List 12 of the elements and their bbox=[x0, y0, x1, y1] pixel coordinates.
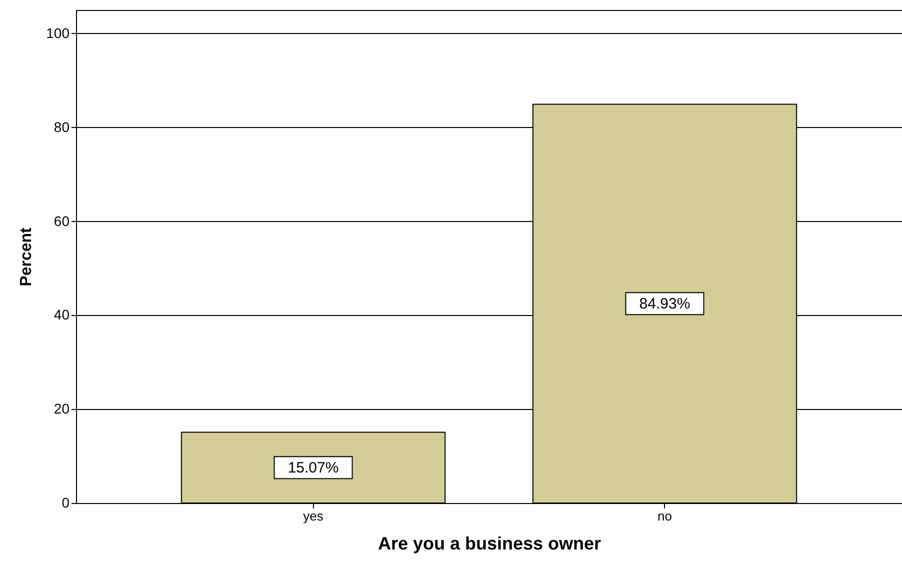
y-tick-label: 0 bbox=[62, 494, 70, 510]
y-tick-label: 20 bbox=[54, 400, 70, 417]
y-tick-label: 40 bbox=[54, 306, 70, 323]
y-axis-title: Percent bbox=[18, 226, 36, 286]
y-tick-label: 80 bbox=[54, 118, 70, 135]
x-tick-label: yes bbox=[303, 508, 324, 524]
y-tick-label: 100 bbox=[46, 24, 70, 41]
data-label: 84.93% bbox=[639, 296, 690, 313]
x-tick-label: no bbox=[658, 508, 672, 524]
y-tick-label: 60 bbox=[54, 212, 70, 229]
x-axis-title: Are you a business owner bbox=[378, 534, 602, 554]
data-label: 15.07% bbox=[288, 460, 339, 477]
